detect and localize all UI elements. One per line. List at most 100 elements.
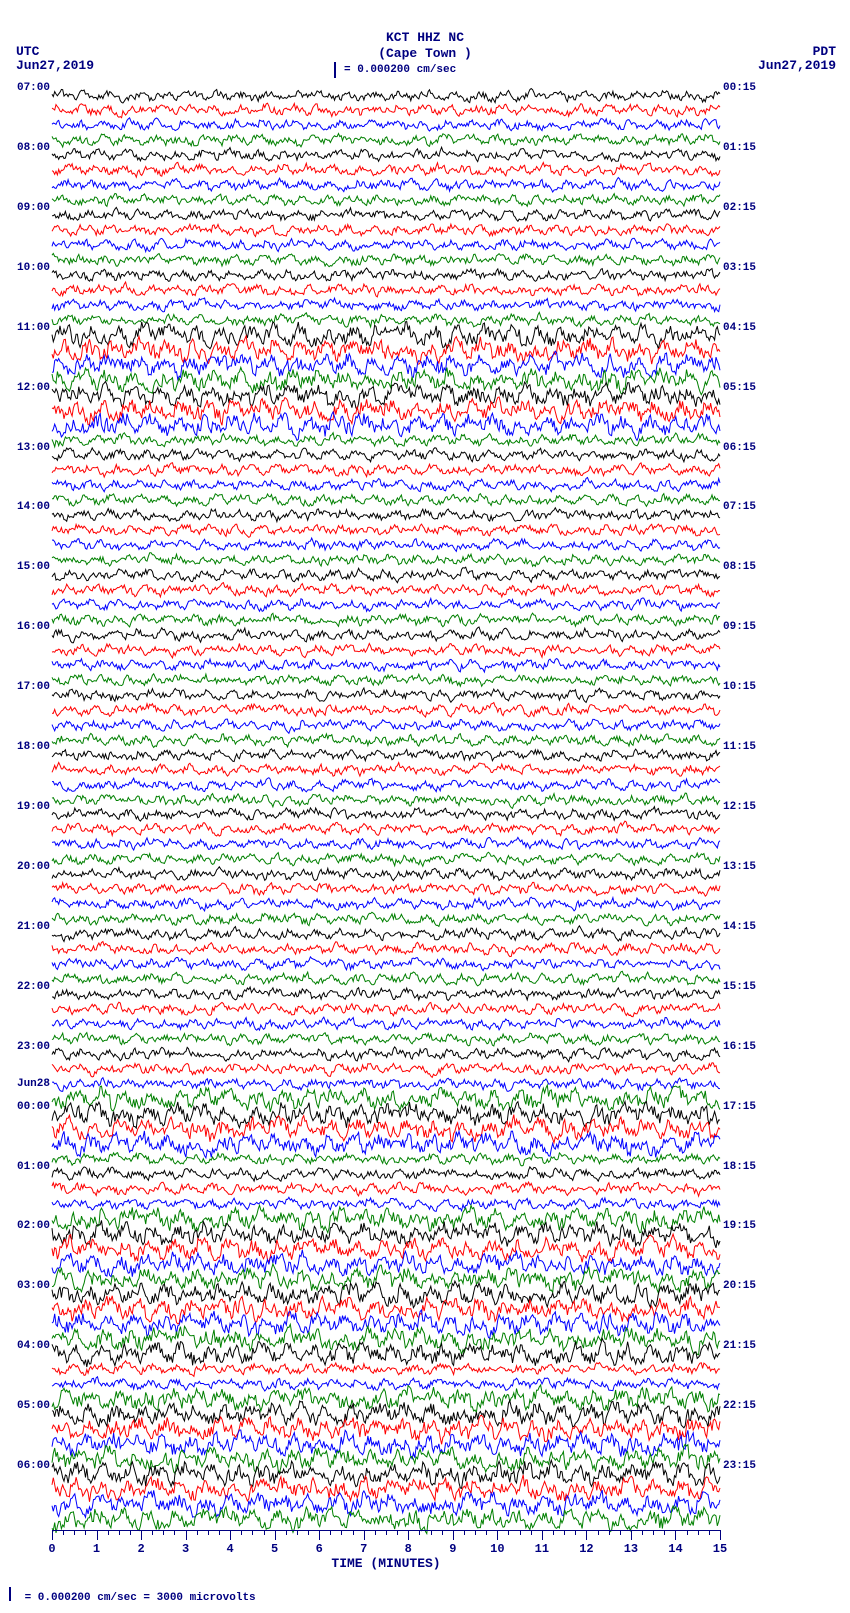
seismic-trace xyxy=(52,1402,720,1426)
x-major-tick xyxy=(141,1530,142,1540)
utc-time-label: 23:00 xyxy=(17,1041,50,1053)
seismic-trace xyxy=(52,1507,720,1531)
x-tick-label: 15 xyxy=(713,1542,727,1556)
seismic-trace xyxy=(52,1237,720,1261)
seismic-trace xyxy=(52,84,720,108)
x-minor-tick xyxy=(431,1530,432,1535)
x-minor-tick xyxy=(486,1530,487,1535)
utc-time-label: 08:00 xyxy=(17,142,50,154)
seismic-trace xyxy=(52,982,720,1006)
x-tick-label: 5 xyxy=(271,1542,278,1556)
x-tick-label: 4 xyxy=(227,1542,234,1556)
utc-time-label: 16:00 xyxy=(17,621,50,633)
seismic-trace xyxy=(52,758,720,782)
seismic-trace xyxy=(52,248,720,272)
seismic-trace xyxy=(52,683,720,707)
seismic-trace xyxy=(52,413,720,437)
seismogram-plot-area xyxy=(52,88,720,1546)
seismic-trace xyxy=(52,233,720,257)
x-minor-tick xyxy=(520,1530,521,1535)
seismic-trace xyxy=(52,1177,720,1201)
seismic-trace xyxy=(52,398,720,422)
pdt-time-label: 19:15 xyxy=(723,1220,756,1232)
seismic-trace xyxy=(52,1027,720,1051)
left-timezone-label: UTC xyxy=(16,44,39,59)
pdt-time-label: 23:15 xyxy=(723,1460,756,1472)
pdt-time-label: 13:15 xyxy=(723,861,756,873)
x-minor-tick xyxy=(297,1530,298,1535)
x-minor-tick xyxy=(130,1530,131,1535)
x-tick-label: 0 xyxy=(48,1542,55,1556)
seismic-trace xyxy=(52,1207,720,1231)
seismic-trace xyxy=(52,458,720,482)
seismic-trace xyxy=(52,593,720,617)
seismic-trace xyxy=(52,698,720,722)
seismic-trace xyxy=(52,907,720,931)
x-minor-tick xyxy=(609,1530,610,1535)
seismic-trace xyxy=(52,847,720,871)
x-minor-tick xyxy=(564,1530,565,1535)
utc-time-label: 17:00 xyxy=(17,681,50,693)
seismic-trace xyxy=(52,922,720,946)
x-axis: 0123456789101112131415TIME (MINUTES) xyxy=(52,1530,720,1570)
utc-time-label: 04:00 xyxy=(17,1340,50,1352)
seismic-trace xyxy=(52,293,720,317)
utc-time-label: 14:00 xyxy=(17,501,50,513)
x-tick-label: 1 xyxy=(93,1542,100,1556)
x-major-tick xyxy=(453,1530,454,1540)
seismic-trace xyxy=(52,1477,720,1501)
x-major-tick xyxy=(497,1530,498,1540)
utc-time-label: 13:00 xyxy=(17,442,50,454)
seismic-trace xyxy=(52,143,720,167)
seismic-trace xyxy=(52,488,720,512)
pdt-time-label: 17:15 xyxy=(723,1101,756,1113)
seismic-trace xyxy=(52,308,720,332)
seismic-trace xyxy=(52,832,720,856)
seismic-trace xyxy=(52,623,720,647)
seismic-trace xyxy=(52,668,720,692)
utc-time-label: 07:00 xyxy=(17,82,50,94)
utc-time-label: 01:00 xyxy=(17,1161,50,1173)
seismic-trace xyxy=(52,1072,720,1096)
seismic-trace xyxy=(52,997,720,1021)
pdt-time-label: 16:15 xyxy=(723,1041,756,1053)
pdt-time-label: 06:15 xyxy=(723,442,756,454)
seismic-trace xyxy=(52,1102,720,1126)
pdt-time-label: 18:15 xyxy=(723,1161,756,1173)
seismic-trace xyxy=(52,503,720,527)
seismic-trace xyxy=(52,1267,720,1291)
footer-scale-bar-icon xyxy=(9,1587,11,1601)
x-tick-label: 8 xyxy=(405,1542,412,1556)
seismic-trace xyxy=(52,548,720,572)
x-major-tick xyxy=(586,1530,587,1540)
seismogram-webicorder: KCT HHZ NC (Cape Town ) = 0.000200 cm/se… xyxy=(0,0,850,1613)
pdt-time-label: 02:15 xyxy=(723,202,756,214)
seismic-trace xyxy=(52,1057,720,1081)
x-minor-tick xyxy=(63,1530,64,1535)
seismic-trace xyxy=(52,638,720,662)
seismic-trace xyxy=(52,323,720,347)
seismic-trace xyxy=(52,1417,720,1441)
pdt-time-label: 01:15 xyxy=(723,142,756,154)
x-minor-tick xyxy=(419,1530,420,1535)
seismic-trace xyxy=(52,967,720,991)
seismic-trace xyxy=(52,263,720,287)
x-minor-tick xyxy=(252,1530,253,1535)
seismic-trace xyxy=(52,937,720,961)
footer-scale: = 0.000200 cm/sec = 3000 microvolts xyxy=(2,1591,256,1604)
x-major-tick xyxy=(720,1530,721,1540)
x-tick-label: 3 xyxy=(182,1542,189,1556)
seismic-trace xyxy=(52,173,720,197)
utc-time-label: 22:00 xyxy=(17,981,50,993)
seismic-trace xyxy=(52,1372,720,1396)
seismic-trace xyxy=(52,368,720,392)
x-minor-tick xyxy=(664,1530,665,1535)
x-axis-label: TIME (MINUTES) xyxy=(331,1556,440,1571)
x-minor-tick xyxy=(208,1530,209,1535)
x-minor-tick xyxy=(264,1530,265,1535)
x-major-tick xyxy=(408,1530,409,1540)
x-minor-tick xyxy=(108,1530,109,1535)
utc-time-label: 20:00 xyxy=(17,861,50,873)
pdt-time-label: 21:15 xyxy=(723,1340,756,1352)
seismic-trace xyxy=(52,338,720,362)
